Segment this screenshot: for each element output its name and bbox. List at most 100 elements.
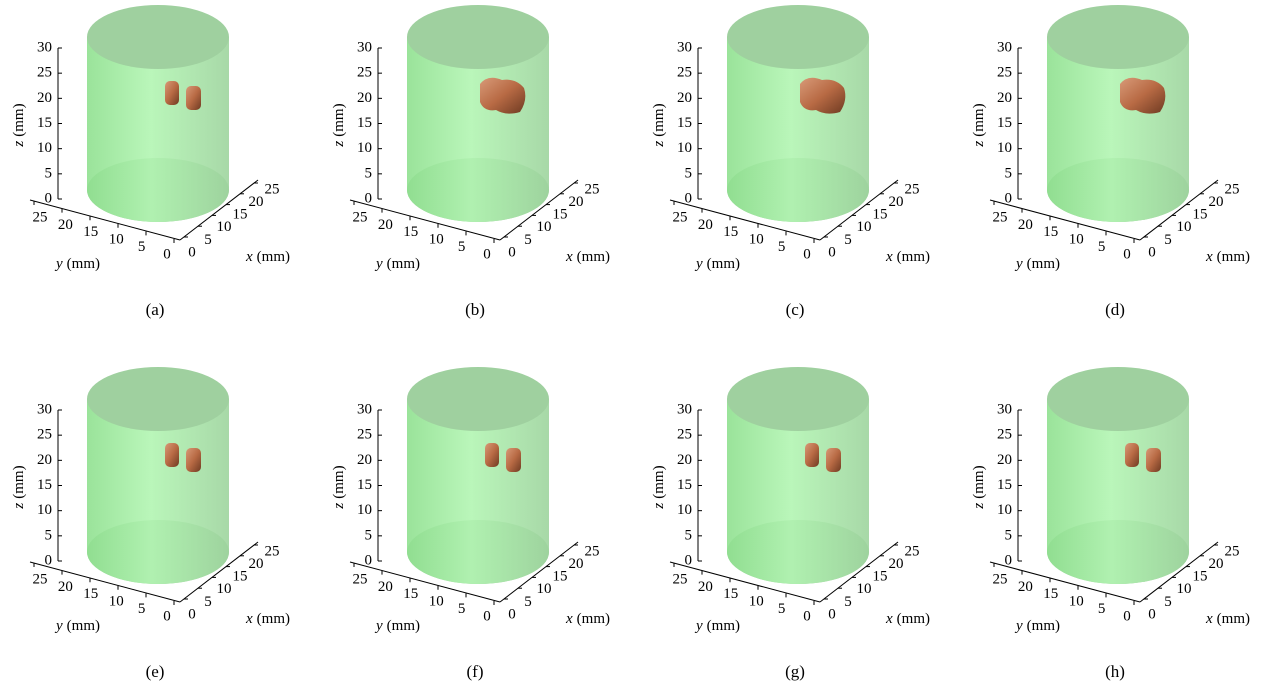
x-tick-label: 10 <box>537 581 552 597</box>
y-tick-label: 0 <box>483 608 491 624</box>
z-tick-label: 15 <box>997 115 1012 131</box>
axis-var: x <box>245 611 253 627</box>
axis-unit: (mm) <box>331 103 347 136</box>
panel-caption: (d) <box>1105 300 1125 319</box>
x-tick-label: 5 <box>844 232 852 248</box>
x-tick-label: 15 <box>553 569 568 585</box>
axis-var: x <box>565 249 573 265</box>
y-tick-label: 25 <box>33 209 48 225</box>
y-tick-label: 10 <box>1069 594 1084 610</box>
y-tick-label: 25 <box>673 209 688 225</box>
axis-unit: (mm) <box>1027 618 1060 634</box>
panel: 051015202530z(mm)2520151050y(mm)05101520… <box>11 367 290 681</box>
y-tick-label: 0 <box>483 246 491 262</box>
panel-caption: (h) <box>1105 662 1125 681</box>
z-tick-label: 5 <box>1005 527 1013 543</box>
axis-unit: (mm) <box>331 465 347 498</box>
cylinder-top <box>87 367 229 431</box>
x-tick-label: 25 <box>1225 543 1240 559</box>
rod <box>1146 448 1161 472</box>
axis-var: x <box>565 611 573 627</box>
cylinder-top <box>727 5 869 69</box>
x-tick-label: 0 <box>1148 244 1156 260</box>
axis-unit: (mm) <box>67 256 100 272</box>
rod <box>485 443 499 467</box>
axis-unit: (mm) <box>577 611 610 627</box>
rod <box>826 448 841 472</box>
y-tick-label: 5 <box>138 239 146 255</box>
z-tick-label: 5 <box>365 527 373 543</box>
z-tick-label: 10 <box>357 140 372 156</box>
axis-var: y <box>374 256 383 272</box>
axis-unit: (mm) <box>11 465 27 498</box>
panel-caption: (e) <box>146 662 165 681</box>
y-tick-label: 0 <box>1123 246 1131 262</box>
axis-var: z <box>651 503 667 510</box>
panel-caption: (a) <box>146 300 165 319</box>
z-tick-label: 30 <box>37 401 52 417</box>
z-tick-label: 25 <box>37 427 52 443</box>
rod <box>186 86 201 110</box>
z-tick-label: 25 <box>357 65 372 81</box>
x-tick-label: 5 <box>1164 232 1172 248</box>
z-tick-label: 10 <box>357 502 372 518</box>
z-axis-label: z(mm) <box>11 465 27 509</box>
y-tick-label: 5 <box>1098 601 1106 617</box>
cylinder-top <box>1047 367 1189 431</box>
axis-var: y <box>54 618 63 634</box>
y-tick-label: 20 <box>58 579 73 595</box>
y-tick-label: 15 <box>403 586 418 602</box>
x-tick-label: 25 <box>265 543 280 559</box>
z-tick-label: 25 <box>677 65 692 81</box>
z-tick-label: 25 <box>997 65 1012 81</box>
axis-unit: (mm) <box>11 103 27 136</box>
x-tick-label: 20 <box>569 556 584 572</box>
x-tick-label: 25 <box>905 543 920 559</box>
x-tick-label: 10 <box>217 219 232 235</box>
axis-unit: (mm) <box>651 103 667 136</box>
blob <box>800 78 845 114</box>
y-tick-label: 25 <box>993 571 1008 587</box>
y-tick-label: 5 <box>778 239 786 255</box>
x-tick-label: 25 <box>265 181 280 197</box>
rod <box>1125 443 1139 467</box>
z-tick-label: 10 <box>677 140 692 156</box>
x-tick-label: 5 <box>204 232 212 248</box>
y-tick-label: 15 <box>723 586 738 602</box>
panel-caption: (f) <box>467 662 484 681</box>
axis-unit: (mm) <box>897 249 930 265</box>
z-tick-label: 15 <box>677 115 692 131</box>
x-tick-label: 25 <box>585 543 600 559</box>
cylinder-top <box>1047 5 1189 69</box>
y-tick-label: 15 <box>83 224 98 240</box>
x-tick-label: 10 <box>857 581 872 597</box>
y-tick-label: 20 <box>1018 579 1033 595</box>
z-tick-label: 5 <box>45 527 53 543</box>
axis-unit: (mm) <box>971 103 987 136</box>
x-tick-label: 5 <box>204 594 212 610</box>
x-tick-label: 15 <box>873 569 888 585</box>
cylinder-top <box>87 5 229 69</box>
y-tick-label: 15 <box>83 586 98 602</box>
axis-unit: (mm) <box>387 256 420 272</box>
y-tick-label: 20 <box>698 579 713 595</box>
cylinder-top <box>407 367 549 431</box>
x-tick-label: 0 <box>828 606 836 622</box>
axis-var: y <box>694 618 703 634</box>
figure: 051015202530z(mm)2520151050y(mm)05101520… <box>0 0 1268 689</box>
y-tick-label: 0 <box>803 608 811 624</box>
z-tick-label: 20 <box>357 452 372 468</box>
z-tick-label: 10 <box>997 140 1012 156</box>
z-tick-label: 20 <box>37 90 52 106</box>
z-tick-label: 30 <box>677 39 692 55</box>
axis-unit: (mm) <box>1027 256 1060 272</box>
axis-unit: (mm) <box>257 249 290 265</box>
y-tick-label: 15 <box>1043 586 1058 602</box>
y-tick-label: 5 <box>1098 239 1106 255</box>
x-tick-label: 10 <box>1177 219 1192 235</box>
y-axis-label: y(mm) <box>54 618 100 634</box>
y-tick-label: 10 <box>749 232 764 248</box>
axis-var: z <box>971 141 987 148</box>
